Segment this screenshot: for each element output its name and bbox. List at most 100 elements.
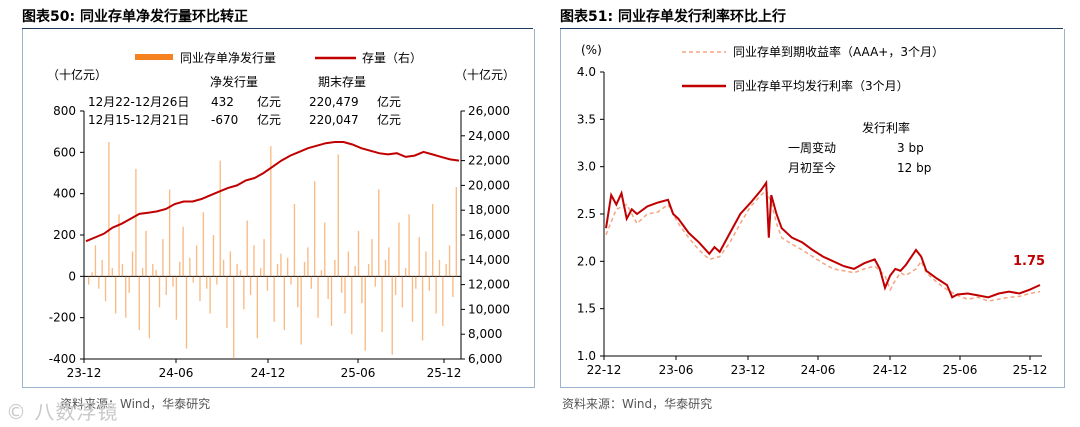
r-y-tick-label: 4.0 [577, 65, 596, 79]
net-issuance-bar [367, 263, 370, 277]
table-stock-value: 220,479 [309, 95, 359, 109]
net-issuance-bar [175, 276, 178, 320]
net-issuance-bar [320, 270, 323, 277]
table-net-value: -670 [211, 113, 238, 127]
net-issuance-bar [405, 268, 407, 277]
left-title-rule [22, 28, 533, 29]
net-issuance-bar [172, 276, 174, 287]
y-right-tick-label: 26,000 [468, 104, 510, 118]
net-issuance-bar [421, 276, 424, 341]
net-issuance-bar [303, 261, 306, 277]
net-issuance-bar [270, 146, 272, 277]
net-issuance-bar [432, 204, 434, 277]
net-issuance-bar [317, 276, 319, 318]
net-issuance-bar [111, 268, 113, 277]
table-net-value: 432 [211, 95, 234, 109]
stock-line [85, 141, 460, 243]
legend-bar-swatch [135, 54, 173, 60]
table-net-unit: 亿元 [257, 112, 281, 127]
y-right-tick-label: 12,000 [468, 278, 510, 292]
net-issuance-bar [340, 276, 343, 293]
net-issuance-bar [138, 276, 140, 331]
net-issuance-bar [361, 276, 363, 304]
net-issuance-bar [118, 214, 120, 277]
net-issuance-bar [394, 276, 397, 295]
net-issuance-bar [334, 259, 336, 277]
r-x-tick-label: 22-12 [587, 363, 622, 377]
table-stock-unit: 亿元 [377, 112, 401, 127]
r-y-tick-label: 2.5 [577, 207, 596, 221]
net-issuance-bar [94, 245, 97, 277]
net-issuance-bar [428, 276, 431, 291]
legend-line-label: 存量（右） [362, 50, 422, 65]
y-left-tick-label: -400 [49, 352, 76, 366]
x-tick-label: 25-06 [341, 366, 376, 380]
net-issuance-bar [354, 266, 356, 277]
net-issuance-bar [435, 276, 437, 314]
y-left-tick-label: 200 [53, 228, 76, 242]
table-stock-value: 220,047 [309, 113, 359, 127]
net-issuance-bar [155, 270, 157, 277]
y-left-tick-label: 400 [53, 187, 76, 201]
y-right-tick-label: 14,000 [468, 253, 510, 267]
net-issuance-bar [88, 276, 90, 285]
x-tick-label: 25-12 [427, 366, 462, 380]
net-issuance-bar [182, 226, 184, 277]
avg-issuance-rate-line [605, 179, 1041, 299]
net-issuance-bar [189, 257, 191, 277]
net-issuance-bar [381, 276, 383, 333]
r-x-tick-label: 24-12 [873, 363, 908, 377]
net-issuance-bar [236, 263, 238, 277]
table-period: 12月22-12月26日 [88, 95, 189, 109]
net-issuance-bar [357, 230, 360, 277]
y-right-tick-label: 18,000 [468, 203, 510, 217]
r-x-tick-label: 25-06 [943, 363, 978, 377]
net-issuance-bar [226, 276, 228, 328]
net-issuance-bar [283, 276, 285, 331]
net-issuance-bar [206, 276, 208, 289]
r-y-tick-label: 3.5 [577, 112, 596, 126]
net-issuance-bar [344, 276, 346, 314]
table-net-unit: 亿元 [257, 94, 281, 109]
r-y-tick-label: 2.0 [577, 254, 596, 268]
net-issuance-bar [104, 276, 107, 302]
net-issuance-bar [135, 168, 137, 277]
x-tick-label: 24-12 [251, 366, 286, 380]
x-tick-label: 24-06 [159, 366, 194, 380]
r-legend-label-2: 同业存单平均发行利率（3个月） [733, 78, 909, 93]
net-issuance-bar [263, 239, 265, 277]
net-issuance-bar [233, 276, 235, 359]
net-issuance-bar [374, 276, 377, 287]
annotation-label: 一周变动 [788, 140, 836, 155]
net-issuance-bar [219, 160, 221, 277]
r-y-unit-label: (%) [581, 43, 602, 57]
watermark: © 八数浮镜 [6, 400, 119, 424]
net-issuance-bar [276, 263, 279, 277]
net-issuance-bar [114, 276, 117, 314]
net-issuance-bar [91, 272, 93, 277]
net-issuance-bar [148, 276, 151, 339]
table-stock-unit: 亿元 [377, 94, 401, 109]
net-issuance-bar [222, 259, 225, 277]
net-issuance-bar [310, 276, 312, 289]
net-issuance-bar [401, 276, 404, 308]
left-panel-frame [22, 29, 535, 388]
net-issuance-bar [300, 276, 302, 345]
net-issuance-bar [330, 276, 333, 326]
net-issuance-bar [418, 237, 420, 277]
net-issuance-bar [391, 276, 393, 355]
net-issuance-bar [273, 276, 275, 322]
net-issuance-bar [324, 222, 326, 277]
left-chart-title: 图表50: 同业存单净发行量环比转正 [22, 9, 248, 25]
net-issuance-bar [101, 259, 103, 277]
net-issuance-bar [280, 253, 282, 277]
net-issuance-bar [212, 235, 215, 277]
r-x-tick-label: 23-06 [659, 363, 694, 377]
net-issuance-bar [256, 276, 258, 339]
net-issuance-bar [337, 154, 339, 277]
net-issuance-bar [185, 276, 188, 349]
net-issuance-bar [411, 276, 414, 322]
net-issuance-bar [452, 276, 454, 297]
net-issuance-bar [415, 276, 417, 289]
